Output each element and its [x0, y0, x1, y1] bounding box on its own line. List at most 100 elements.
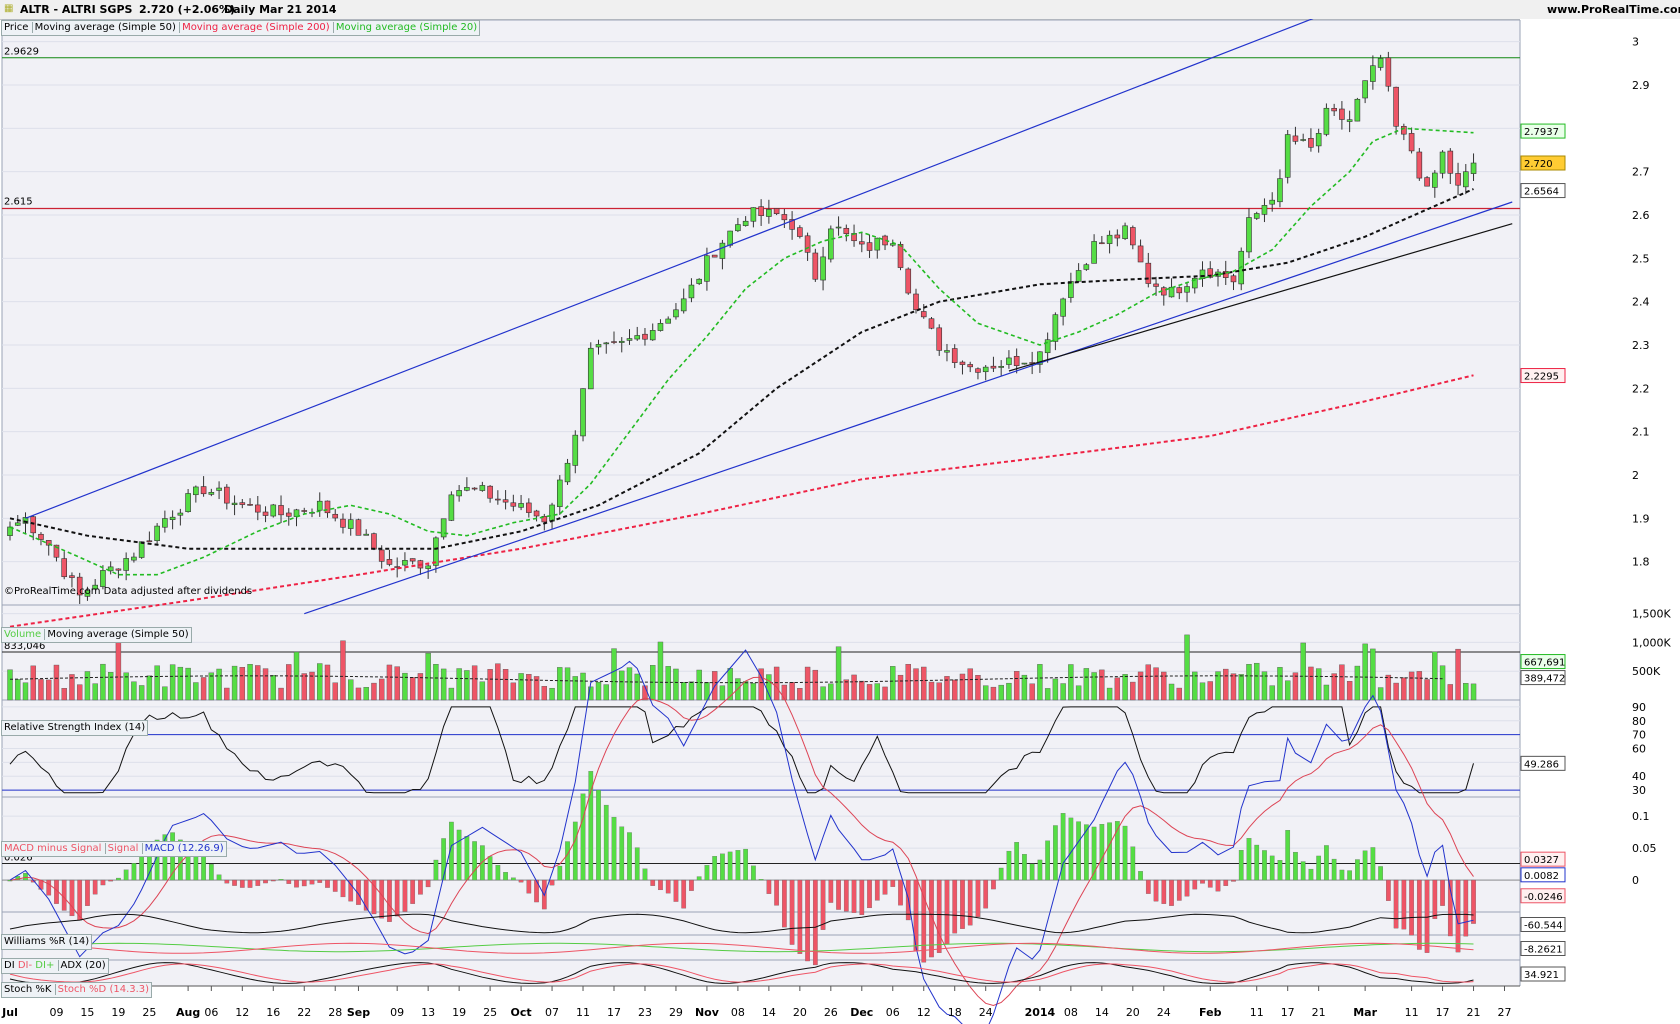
macd-hist-bar	[1184, 879, 1190, 897]
williams-legend[interactable]: Williams %R (14)	[1, 934, 93, 950]
volume-bar	[580, 672, 586, 701]
volume-bar	[572, 676, 578, 701]
macd-legend[interactable]: MACD minus Signal Signal MACD (12.26.9)	[1, 841, 227, 857]
macd-hist-bar	[100, 879, 106, 886]
legend-adx: ADX (20)	[57, 960, 106, 971]
candle-body	[1416, 151, 1423, 179]
x-tick-label: Dec	[850, 1006, 873, 1019]
macd-hist-bar	[588, 771, 594, 881]
volume-bar	[30, 665, 36, 701]
volume-bar	[487, 669, 493, 701]
volume-bar	[1013, 671, 1020, 701]
candle-body	[270, 504, 277, 517]
price-legend[interactable]: Price Moving average (Simple 50) Moving …	[1, 20, 481, 36]
candle-body	[409, 558, 416, 562]
volume-bar	[456, 668, 462, 701]
volume-bar	[1114, 677, 1121, 701]
volume-bar	[440, 668, 447, 701]
volume-bar	[123, 672, 129, 701]
candle-body	[1246, 217, 1252, 253]
macd-signal-line	[9, 676, 1474, 1007]
candle-body	[897, 243, 904, 268]
volume-bar	[448, 687, 455, 701]
macd-hist-bar	[263, 879, 268, 884]
volume-bar	[758, 668, 764, 701]
candle-body	[100, 570, 106, 587]
volume-bar	[595, 681, 602, 701]
candle-body	[262, 511, 269, 516]
volume-bar	[278, 687, 284, 701]
candle-body	[1408, 133, 1415, 152]
candle-body	[131, 556, 137, 561]
volume-bar	[348, 679, 354, 701]
candle-body	[626, 338, 633, 341]
candle-body	[1075, 270, 1082, 282]
candle-body	[216, 487, 222, 491]
rsi-legend[interactable]: Relative Strength Index (14)	[1, 720, 149, 736]
macd-hist-bar	[480, 845, 485, 881]
candle-body	[835, 226, 842, 229]
legend-sma50: Moving average (Simple 50)	[31, 22, 176, 33]
tag-macd-signal-box	[1520, 851, 1566, 867]
candle-body	[61, 558, 68, 578]
volume-bar	[363, 687, 369, 701]
macd-hist-bar	[441, 838, 446, 881]
chart-canvas[interactable]: 3 2.9 2.7 2.6 2.5 2.4 2.3 2.2 2.1 2 1.9 1.8 1,500K 1,…	[0, 19, 1680, 1024]
symbol-title: ALTR - ALTRI SGPS	[20, 3, 133, 16]
adx-legend[interactable]: DI DI- DI+ ADX (20)	[1, 958, 109, 974]
volume-bar	[7, 669, 13, 701]
volume-bar	[1068, 664, 1074, 701]
candle-body	[982, 366, 989, 373]
tag-volume-box	[1520, 654, 1566, 670]
candle-body	[572, 434, 579, 466]
candle-body	[1130, 227, 1136, 246]
macd-hist-bar	[224, 879, 230, 884]
candle-body	[510, 502, 517, 507]
volume-bar	[851, 674, 857, 701]
macd-hist-bar	[944, 879, 950, 945]
x-tick-label: 14	[762, 1006, 776, 1019]
y-tick-label: 2.4	[1632, 296, 1650, 309]
volume-bar	[502, 669, 509, 701]
candle-body	[843, 227, 850, 234]
macd-hist-bar	[1378, 866, 1383, 881]
candle-body	[1145, 262, 1152, 284]
volume-bar	[1292, 672, 1299, 701]
volume-bar	[1060, 683, 1066, 701]
macd-hist-bar	[61, 879, 67, 911]
tag-macd-hist-box	[1520, 888, 1566, 904]
x-tick-label: 25	[483, 1006, 497, 1019]
volume-bar	[169, 664, 176, 701]
candle-body	[673, 309, 679, 318]
x-tick-label: 27	[1498, 1006, 1512, 1019]
site-link[interactable]: www.ProRealTime.com	[1547, 3, 1680, 16]
volume-bar	[1424, 679, 1430, 701]
macd-hist-bar	[991, 879, 996, 890]
volume-legend[interactable]: Volume Moving average (Simple 50)	[1, 627, 192, 643]
candle-body	[239, 502, 246, 505]
candle-body	[1091, 241, 1097, 264]
osc-line-4	[9, 913, 1474, 934]
x-tick-label: 20	[1126, 1006, 1140, 1019]
macd-hist-bar	[456, 829, 462, 881]
macd-hist-bar	[255, 879, 261, 886]
candle-body	[920, 311, 927, 318]
volume-bar	[239, 667, 246, 701]
macd-hist-bar	[882, 879, 888, 895]
stoch-legend[interactable]: Stoch %K Stoch %D (14.3.3)	[1, 982, 153, 998]
candle-body	[719, 242, 726, 259]
candle-body	[1060, 298, 1066, 317]
volume-bar	[866, 684, 873, 701]
macd-hist-bar	[983, 879, 989, 909]
volume-bar	[1145, 664, 1152, 701]
x-tick-label: 22	[297, 1006, 311, 1019]
candle-body	[1439, 151, 1446, 174]
x-tick-label: 18	[948, 1006, 962, 1019]
volume-bar	[1168, 683, 1175, 701]
candle-body	[1401, 126, 1407, 135]
period-date: Daily Mar 21 2014	[224, 3, 337, 16]
y-tick-label: 0.1	[1632, 810, 1650, 823]
volume-bar	[425, 652, 431, 701]
tag-volume-sma-box	[1520, 670, 1566, 686]
macd-hist-bar	[286, 879, 292, 884]
